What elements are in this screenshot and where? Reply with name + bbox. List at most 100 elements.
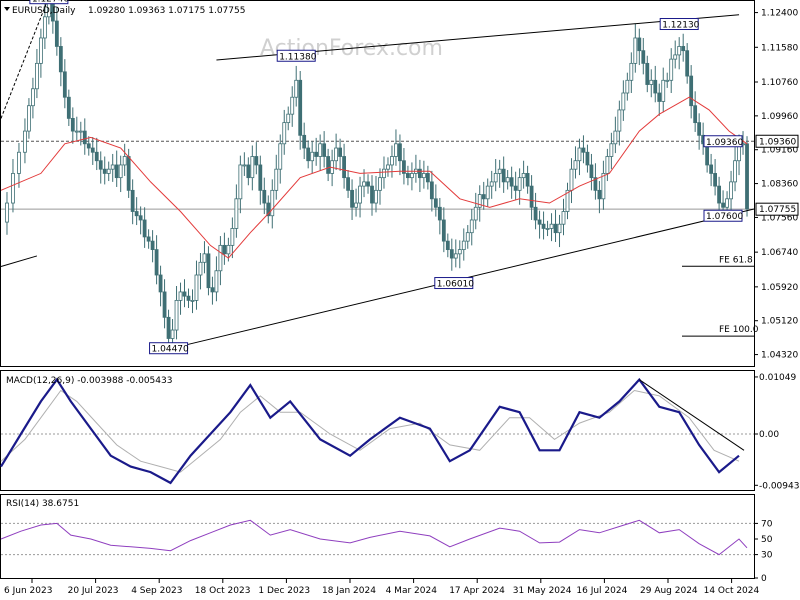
candle-body	[258, 164, 263, 191]
candle-body	[102, 168, 107, 174]
candle-body	[537, 219, 542, 225]
candle-body	[493, 173, 498, 183]
candle-body	[689, 75, 694, 107]
rsi-title: RSI(14) 38.6751	[6, 499, 79, 509]
candle-body	[617, 109, 622, 132]
candle-body	[390, 156, 394, 166]
x-tick-label: 18 Jan 2024	[322, 586, 376, 596]
candle-body	[210, 287, 215, 293]
x-tick-label: 20 Jul 2023	[68, 586, 119, 596]
candle-body	[62, 71, 67, 98]
candle-body	[354, 202, 358, 208]
price-layer: 1.12740 1.11380 1.12130 1.09360 1.07600 1.060…	[0, 0, 759, 355]
resistance-axis-tag	[755, 134, 799, 148]
ohlc-label: 1.09280 1.09363 1.07175 1.07755	[88, 6, 245, 16]
candle-body	[322, 143, 327, 157]
macd-trendline	[639, 379, 745, 451]
candle-body	[294, 79, 299, 98]
candle-body	[178, 291, 183, 301]
candle-body	[453, 253, 458, 259]
symbol-label: EURUSD,Daily	[12, 6, 76, 16]
candle-body	[234, 198, 239, 229]
candle-body	[745, 143, 749, 210]
candle-body	[90, 147, 95, 153]
x-tick-label: 4 Sep 2023	[131, 586, 182, 596]
price-annotation-label: 1.04470	[152, 345, 189, 355]
price-annotation-label: 1.09360	[706, 138, 743, 148]
candle-body	[657, 92, 662, 102]
early-dashed-trendline	[0, 1, 48, 119]
candle-body	[597, 189, 602, 200]
candle-body	[621, 92, 626, 111]
candle-body	[541, 223, 546, 229]
candle-body	[242, 164, 247, 167]
candle-body	[669, 58, 674, 81]
x-tick-label: 17 Apr 2024	[449, 586, 505, 596]
rsi-y-tick-label: 30	[761, 551, 773, 561]
price-y-tick-label: 1.12400	[761, 9, 798, 19]
macd-signal-line	[0, 389, 740, 473]
candle-body	[581, 147, 586, 153]
candle-body	[94, 151, 99, 162]
price-annotation-box	[149, 342, 189, 355]
candle-body	[230, 228, 235, 246]
candle-body	[717, 185, 721, 204]
candle-body	[517, 177, 522, 191]
price-y-tick-label: 1.09960	[761, 112, 798, 122]
candle-body	[505, 177, 510, 183]
price-annotation-box	[703, 135, 743, 148]
resistance-axis-tag-label: 1.09360	[759, 137, 796, 147]
candle-body	[122, 156, 127, 166]
candle-body	[394, 143, 398, 157]
macd-y-tick-label: 0.01049	[759, 373, 796, 383]
candle-body	[286, 113, 291, 124]
candle-body	[350, 189, 354, 208]
candle-body	[569, 168, 574, 191]
rsi-layer	[0, 519, 754, 556]
candle-body	[42, 16, 47, 39]
candle-body	[214, 270, 219, 293]
price-y-tick-label: 1.05120	[761, 317, 798, 327]
current-price-axis-tag	[755, 202, 799, 216]
candle-body	[222, 244, 227, 255]
dropdown-triangle-icon[interactable]	[4, 7, 10, 11]
candle-body	[78, 130, 83, 133]
candle-body	[374, 189, 378, 204]
candle-body	[445, 240, 450, 251]
rsi-line	[0, 519, 748, 556]
candle-body	[733, 160, 737, 183]
candle-body	[577, 147, 582, 162]
candle-body	[425, 173, 430, 183]
candle-body	[218, 244, 223, 272]
candle-body	[262, 189, 267, 204]
x-tick-label: 29 Aug 2024	[640, 586, 698, 596]
price-annotation-box	[276, 49, 316, 62]
x-tick-label: 16 Jul 2024	[576, 586, 627, 596]
candle-body	[481, 194, 486, 200]
candle-body	[138, 215, 143, 221]
price-annotation-box	[434, 277, 474, 290]
price-y-tick-label: 1.04320	[761, 351, 798, 361]
price-y-tick-label: 1.10760	[761, 78, 798, 88]
candle-body	[557, 223, 562, 234]
candle-body	[681, 46, 686, 52]
candle-body	[629, 62, 634, 81]
candle-body	[190, 299, 195, 302]
price-y-tick-label: 1.07560	[761, 213, 798, 223]
candle-body	[182, 291, 187, 297]
candle-body	[729, 181, 733, 200]
candle-body	[417, 168, 422, 179]
candle-body	[35, 62, 39, 90]
price-annotation-label: 1.06010	[437, 280, 474, 290]
rsi-y-tick-label: 0	[761, 574, 767, 584]
candle-body	[601, 173, 606, 200]
candle-body	[645, 62, 650, 85]
candle-body	[31, 88, 35, 107]
candle-body	[58, 46, 63, 73]
candle-body	[685, 50, 690, 77]
candle-body	[529, 185, 534, 208]
candle-body	[11, 173, 15, 204]
candle-body	[174, 299, 179, 331]
candle-body	[501, 168, 506, 183]
candle-body	[46, 0, 51, 18]
